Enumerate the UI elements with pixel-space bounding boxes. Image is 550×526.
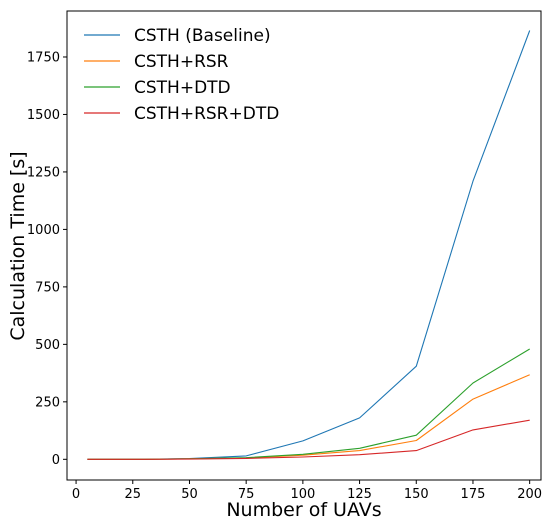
series-lines (87, 30, 531, 460)
y-axis-ticks: 0 250 500 750 1000 1250 1500 1750 (27, 50, 67, 468)
x-tick-label: 75 (238, 487, 255, 502)
y-tick-label: 1500 (27, 108, 60, 123)
x-tick-label: 175 (461, 487, 486, 502)
x-tick-label: 25 (124, 487, 141, 502)
legend-label: CSTH+RSR+DTD (134, 104, 279, 124)
x-tick-label: 0 (72, 487, 80, 502)
x-tick-label: 125 (347, 487, 372, 502)
series-line (87, 374, 530, 460)
x-axis-label: Number of UAVs (226, 499, 381, 521)
plot-frame (66, 10, 542, 481)
y-tick-label: 250 (35, 395, 60, 410)
y-tick-label: 500 (35, 338, 60, 353)
x-axis-ticks: 0 25 50 75 100 125 150 175 200 (72, 480, 542, 502)
x-tick-label: 50 (181, 487, 198, 502)
legend: CSTH (Baseline) CSTH+RSR CSTH+DTD CSTH+RSR+… (84, 26, 279, 124)
legend-label: CSTH+RSR (134, 52, 229, 72)
y-tick-label: 0 (52, 453, 60, 468)
y-tick-label: 1000 (27, 223, 60, 238)
x-tick-label: 150 (404, 487, 429, 502)
y-tick-label: 1250 (27, 165, 60, 180)
x-tick-label: 100 (290, 487, 315, 502)
y-axis-label: Calculation Time [s] (7, 151, 29, 340)
y-tick-label: 1750 (27, 50, 60, 65)
series-line (87, 419, 530, 460)
series-line (87, 348, 530, 460)
legend-label: CSTH+DTD (134, 78, 231, 98)
y-tick-label: 750 (35, 280, 60, 295)
x-tick-label: 200 (517, 487, 542, 502)
legend-label: CSTH (Baseline) (134, 26, 271, 46)
